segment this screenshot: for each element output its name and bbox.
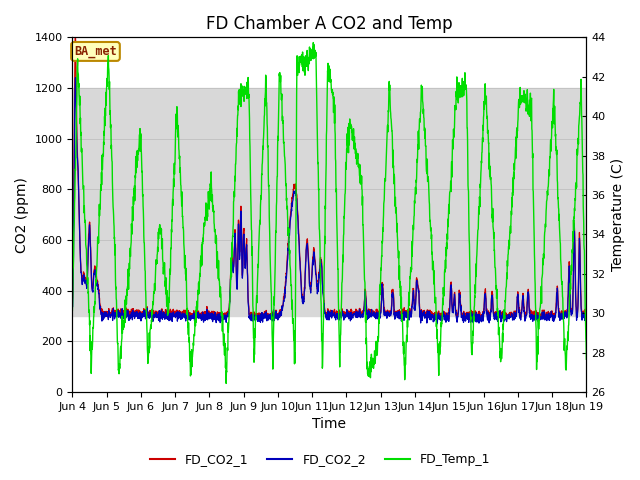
- Text: BA_met: BA_met: [74, 45, 117, 58]
- Y-axis label: CO2 (ppm): CO2 (ppm): [15, 177, 29, 252]
- X-axis label: Time: Time: [312, 418, 346, 432]
- Title: FD Chamber A CO2 and Temp: FD Chamber A CO2 and Temp: [206, 15, 452, 33]
- Legend: FD_CO2_1, FD_CO2_2, FD_Temp_1: FD_CO2_1, FD_CO2_2, FD_Temp_1: [145, 448, 495, 471]
- Bar: [72, 88, 586, 316]
- Y-axis label: Temperature (C): Temperature (C): [611, 158, 625, 271]
